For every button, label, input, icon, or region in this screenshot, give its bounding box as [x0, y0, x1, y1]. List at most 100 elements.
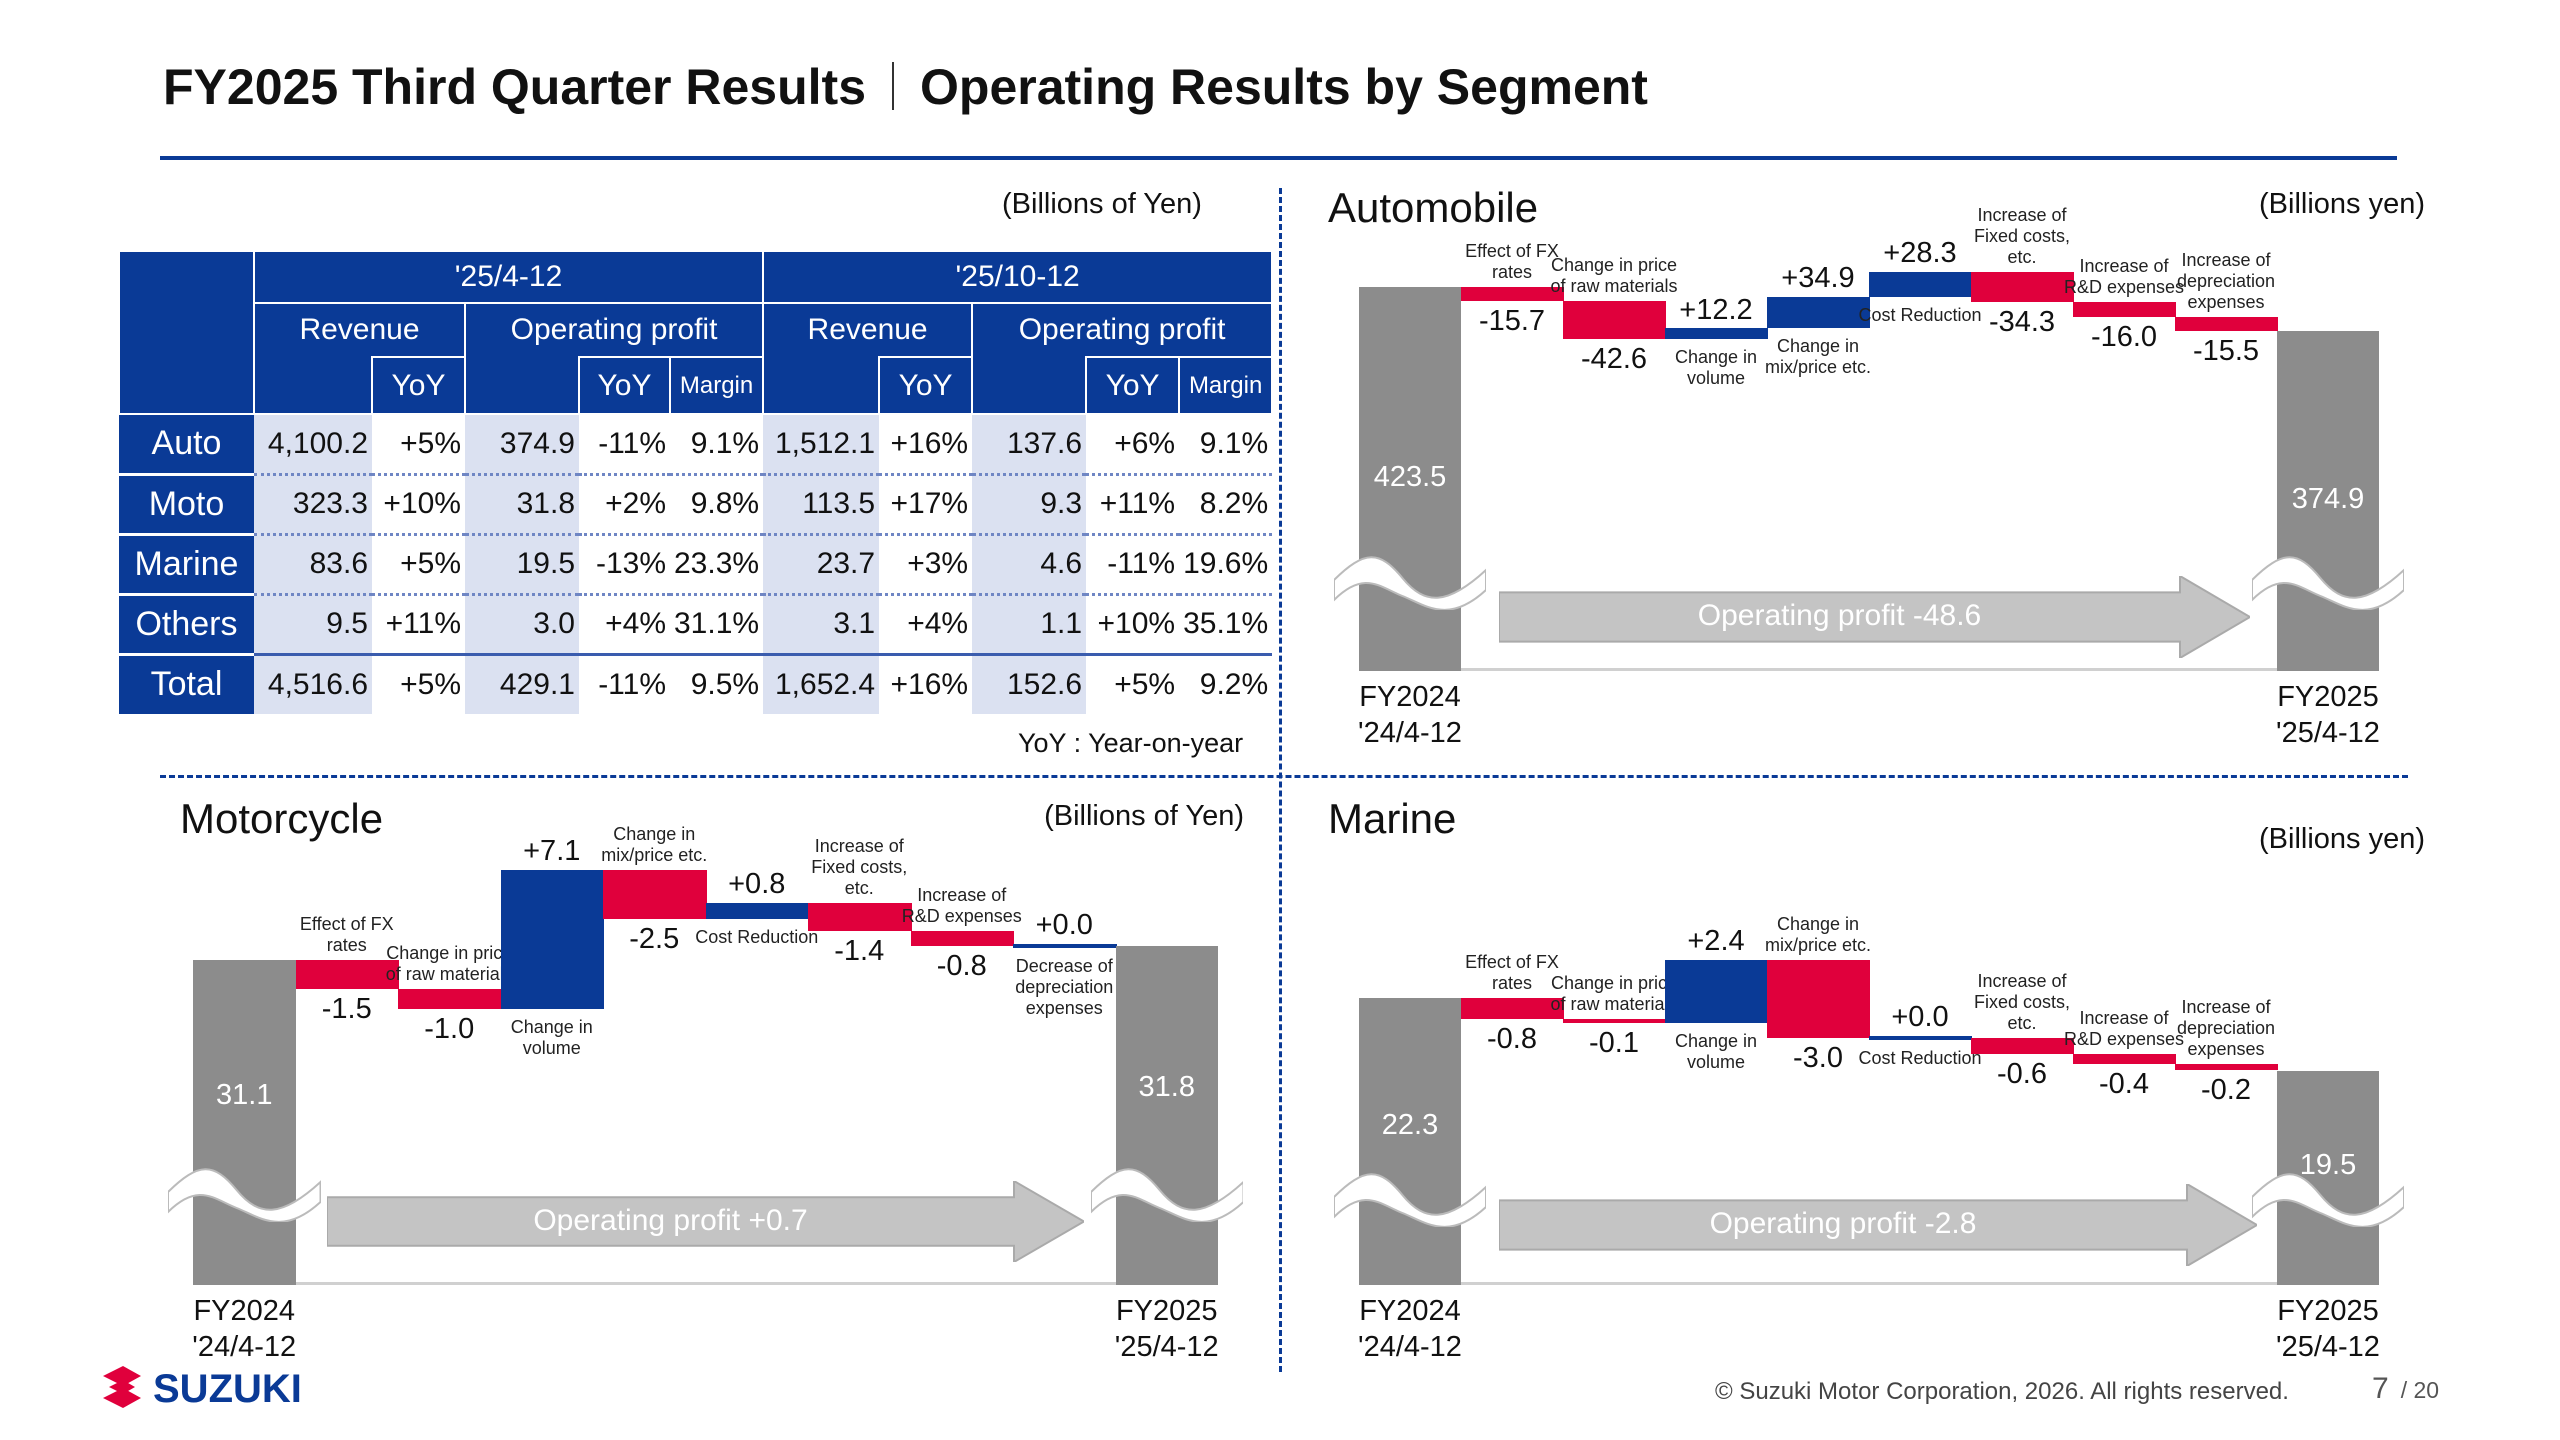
table-cell: 374.9: [465, 414, 579, 476]
table-cell: 4,100.2: [254, 414, 372, 476]
step-value-label: -16.0: [2090, 320, 2158, 353]
table-cell: 8.2%: [1179, 474, 1273, 536]
copyright: © Suzuki Motor Corporation, 2026. All ri…: [1715, 1378, 2289, 1405]
start-value-label: 423.5: [1373, 461, 1447, 493]
start-bar: [193, 960, 296, 1285]
table-cell: 9.1%: [670, 414, 764, 476]
operating-profit-arrow: [1499, 576, 2250, 658]
start-axis-label: FY2024: [193, 1295, 296, 1327]
step-value-label: +0.8: [728, 868, 786, 901]
table-cell: 35.1%: [1179, 594, 1273, 656]
yoy-header: YoY: [878, 356, 974, 415]
step-bar: [1013, 944, 1117, 949]
step-value-label: +28.3: [1883, 236, 1957, 269]
title-divider: [892, 62, 895, 110]
table-cell: 152.6: [972, 652, 1087, 714]
automobile-unit: (Billions yen): [2259, 188, 2425, 220]
table-cell: +4%: [879, 594, 973, 656]
table-cell: 113.5: [763, 474, 880, 536]
row-label: Auto: [119, 414, 254, 476]
baseline: [1461, 668, 2277, 671]
step-category-label: Cost Reduction: [1858, 305, 1982, 326]
margin-header: Margin: [1178, 356, 1274, 415]
operating-profit-arrow: [1499, 1184, 2257, 1266]
table-cell: +5%: [372, 534, 465, 596]
step-category-label: Decrease of depreciation expenses: [1015, 956, 1114, 1019]
axis-break-icon: [1334, 556, 1486, 610]
table-row: Marine 83.6 +5% 19.5 -13% 23.3% 23.7 +3% 4.6 -11%…: [119, 534, 1273, 596]
table-cell: -11%: [579, 652, 670, 714]
step-bar: [910, 930, 1014, 947]
start-axis-label: FY2024: [1359, 1295, 1461, 1327]
motorcycle-title: Motorcycle: [180, 795, 384, 842]
end-bar: [2277, 330, 2379, 671]
table-cell: 3.1: [763, 594, 880, 656]
table-cell: +5%: [372, 414, 465, 476]
step-bar: [500, 869, 604, 1009]
arrow-label: Operating profit +0.7: [533, 1203, 808, 1237]
step-category-label: Change in price of raw materials: [1550, 972, 1678, 1014]
table-row: Auto 4,100.2 +5% 374.9 -11% 9.1% 1,512.1 +16% 13…: [119, 414, 1273, 476]
marine-unit: (Billions yen): [2259, 823, 2425, 855]
table-cell: 137.6: [972, 414, 1087, 476]
step-category-label: Increase of R&D expenses: [2063, 256, 2185, 298]
operating-profit-arrow: [327, 1181, 1084, 1262]
table-cell: 31.8: [465, 474, 579, 536]
end-axis-period: '25/4-12: [2276, 1331, 2380, 1363]
step-bar: [1767, 960, 1870, 1039]
step-bar: [1971, 271, 2074, 303]
step-bar: [1665, 328, 1768, 340]
end-value-label: 19.5: [2299, 1149, 2357, 1182]
table-cell: 19.6%: [1179, 534, 1273, 596]
table-cell: -11%: [1086, 534, 1180, 596]
step-bar: [2175, 316, 2278, 331]
group-header: Revenue: [253, 302, 466, 357]
table-cell: +16%: [879, 652, 973, 714]
table-row: Others 9.5 +11% 3.0 +4% 31.1% 3.1 +4% 1.1 +10% 35.…: [119, 594, 1273, 656]
step-value-label: -0.6: [1997, 1058, 2047, 1090]
table-cell: +10%: [1086, 594, 1180, 656]
step-category-label: Change in mix/price etc.: [1764, 914, 1872, 956]
start-value-label: 31.1: [216, 1078, 273, 1111]
table-cell: -13%: [579, 534, 670, 596]
step-category-label: Effect of FX rates: [1465, 952, 1559, 993]
group-header: Operating profit: [463, 302, 765, 357]
step-bar: [398, 989, 502, 1009]
step-bar: [1563, 301, 1666, 340]
end-value-label: 374.9: [2291, 482, 2365, 515]
step-value-label: -0.8: [936, 950, 987, 983]
table-cell: 1.1: [972, 594, 1087, 656]
step-value-label: -15.7: [1478, 305, 1546, 338]
step-category-label: Change in volume: [1674, 1030, 1758, 1072]
row-label: Others: [119, 594, 254, 656]
vertical-divider: [1279, 188, 1282, 1372]
step-category-label: Change in price of raw materials: [385, 943, 513, 985]
table-cell: +16%: [879, 414, 973, 476]
page-title: FY2025 Third Quarter Results Operating Re…: [163, 58, 1648, 116]
start-axis-period: '24/4-12: [1358, 1331, 1462, 1363]
page-current: 7: [2372, 1372, 2389, 1405]
table-cell: 323.3: [254, 474, 372, 536]
step-category-label: Change in mix/price etc.: [601, 823, 708, 865]
start-value-label: 22.3: [1381, 1109, 1439, 1142]
page-total: / 20: [2400, 1377, 2440, 1403]
yoy-header: YoY: [578, 356, 671, 415]
table-cell: 9.1%: [1179, 414, 1273, 476]
automobile-title: Automobile: [1328, 184, 1539, 231]
table-cell: 9.2%: [1179, 652, 1273, 714]
title-rule: [160, 156, 2397, 160]
step-bar: [1971, 1038, 2074, 1054]
title-main: FY2025 Third Quarter Results: [163, 59, 867, 115]
step-bar: [1767, 297, 1870, 329]
step-value-label: -3.0: [1793, 1042, 1843, 1075]
step-value-label: -0.2: [2201, 1073, 2251, 1106]
step-value-label: -1.5: [321, 993, 372, 1026]
step-value-label: -0.1: [1589, 1026, 1639, 1059]
table-cell: +5%: [372, 652, 465, 714]
group-header: Operating profit: [971, 302, 1274, 357]
step-value-label: -1.0: [424, 1013, 475, 1045]
step-category-label: Effect of FX rates: [299, 914, 394, 955]
start-axis-period: '24/4-12: [1358, 717, 1462, 749]
table-cell: +3%: [879, 534, 973, 596]
table-cell: 23.7: [763, 534, 880, 596]
